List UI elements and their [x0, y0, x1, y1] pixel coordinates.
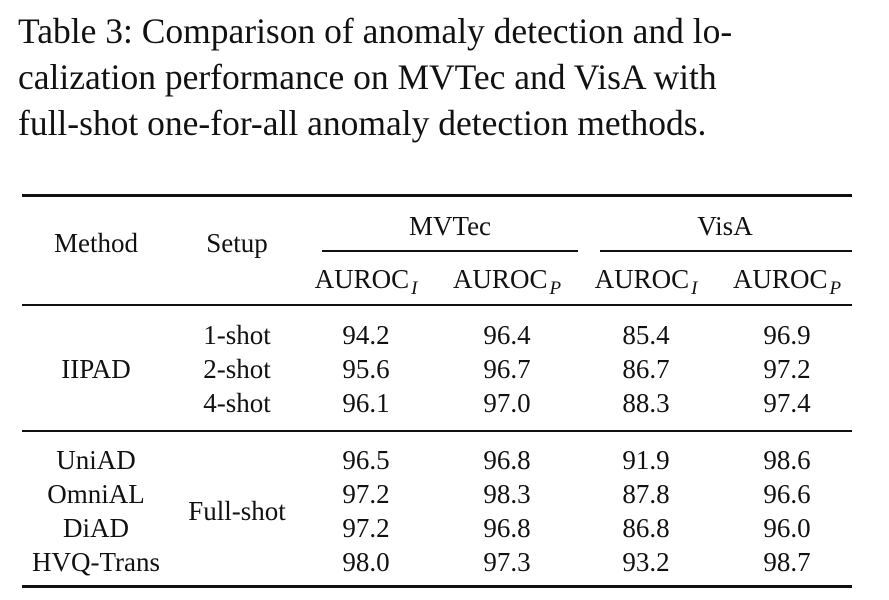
value-iipad-2shot-mvtec-i: 95.6	[342, 354, 390, 384]
method-iipad: IIPAD	[61, 354, 131, 384]
value-iipad-4shot-visa-p: 97.4	[763, 388, 811, 418]
method-hvq-trans: HVQ-Trans	[31, 547, 161, 577]
caption-line-3: full-shot one-for-all anomaly detection …	[18, 103, 707, 143]
header-visa-auroc-i: AUROC I	[594, 264, 698, 299]
value-diad-visa-p: 96.0	[763, 513, 811, 543]
value-omnial-visa-i: 87.8	[622, 479, 670, 509]
header-mvtec: MVTec	[408, 211, 492, 241]
method-diad: DiAD	[63, 513, 129, 543]
value-omnial-mvtec-i: 97.2	[342, 479, 390, 509]
value-diad-mvtec-p: 96.8	[483, 513, 531, 543]
value-hvq-trans-mvtec-i: 98.0	[342, 547, 390, 577]
setup-full-shot: Full-shot	[188, 496, 286, 526]
value-iipad-2shot-visa-p: 97.2	[763, 354, 811, 384]
setup-1-shot: 1-shot	[203, 320, 271, 350]
subscript-p: P	[829, 278, 842, 299]
value-uniad-visa-i: 91.9	[622, 445, 670, 475]
method-omnial: OmniAL	[47, 479, 145, 509]
value-iipad-1shot-visa-i: 85.4	[622, 320, 670, 350]
value-iipad-1shot-visa-p: 96.9	[763, 320, 811, 350]
caption-line-2: calization performance on MVTec and VisA…	[18, 57, 717, 97]
value-iipad-4shot-mvtec-i: 96.1	[342, 388, 390, 418]
caption-line-1: Table 3: Comparison of anomaly detection…	[18, 11, 733, 51]
mvtec-group-rule	[322, 250, 578, 252]
auroc-label: AUROC	[452, 264, 548, 294]
value-iipad-1shot-mvtec-p: 96.4	[483, 320, 531, 350]
table-caption: Table 3: Comparison of anomaly detection…	[18, 8, 878, 146]
value-diad-mvtec-i: 97.2	[342, 513, 390, 543]
subscript-i: I	[691, 278, 698, 299]
value-omnial-mvtec-p: 98.3	[483, 479, 531, 509]
value-iipad-4shot-visa-i: 88.3	[622, 388, 670, 418]
value-iipad-4shot-mvtec-p: 97.0	[483, 388, 531, 418]
group-separator-rule	[22, 430, 852, 432]
value-iipad-2shot-visa-i: 86.7	[622, 354, 670, 384]
header-rule	[22, 304, 852, 306]
value-hvq-trans-visa-p: 98.7	[763, 547, 811, 577]
method-uniad: UniAD	[56, 445, 136, 475]
value-iipad-2shot-mvtec-p: 96.7	[483, 354, 531, 384]
value-uniad-visa-p: 98.6	[763, 445, 811, 475]
visa-group-rule	[600, 250, 852, 252]
subscript-p: P	[549, 278, 562, 299]
value-hvq-trans-mvtec-p: 97.3	[483, 547, 531, 577]
bottom-rule	[22, 585, 852, 588]
top-rule	[22, 194, 852, 197]
value-iipad-1shot-mvtec-i: 94.2	[342, 320, 390, 350]
header-mvtec-auroc-i: AUROC I	[314, 264, 418, 299]
header-visa-auroc-p: AUROC P	[732, 264, 842, 299]
setup-4-shot: 4-shot	[203, 388, 271, 418]
header-mvtec-auroc-p: AUROC P	[452, 264, 562, 299]
subscript-i: I	[411, 278, 418, 299]
value-uniad-mvtec-i: 96.5	[342, 445, 390, 475]
header-setup: Setup	[206, 228, 268, 258]
value-hvq-trans-visa-i: 93.2	[622, 547, 670, 577]
header-visa: VisA	[697, 211, 753, 241]
auroc-label: AUROC	[594, 264, 690, 294]
auroc-label: AUROC	[732, 264, 828, 294]
header-method: Method	[54, 228, 138, 258]
setup-2-shot: 2-shot	[203, 354, 271, 384]
value-uniad-mvtec-p: 96.8	[483, 445, 531, 475]
value-omnial-visa-p: 96.6	[763, 479, 811, 509]
auroc-label: AUROC	[314, 264, 410, 294]
value-diad-visa-i: 86.8	[622, 513, 670, 543]
